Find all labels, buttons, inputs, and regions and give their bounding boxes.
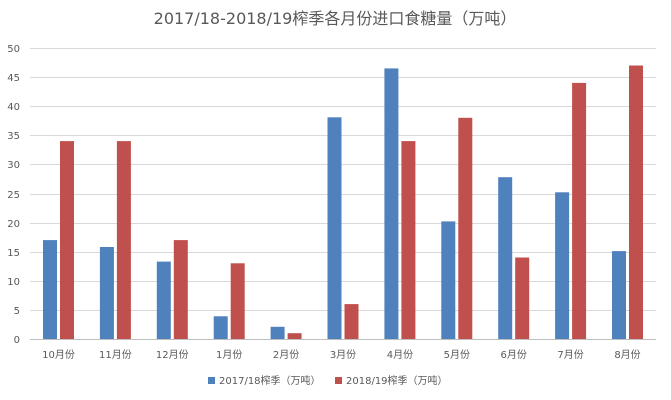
bar-series2: [230, 263, 245, 339]
bar-series1: [43, 240, 57, 339]
bars: [43, 65, 643, 340]
x-tick-label: 10月份: [42, 349, 75, 361]
x-tick-label: 6月份: [501, 349, 527, 361]
bar-series1: [555, 192, 570, 339]
y-tick-label: 15: [7, 248, 20, 259]
x-tick-label: 8月份: [614, 349, 640, 361]
x-tick-label: 4月份: [387, 349, 413, 361]
bar-series2: [116, 141, 131, 339]
x-tick-label: 11月份: [99, 349, 132, 361]
x-tick-label: 2月份: [273, 349, 299, 361]
x-axis-tick-labels: 10月份 11月份 12月份 1月份 2月份 3月份 4月份 5月份 6月份 7月份 8月份: [42, 349, 641, 361]
legend-label: 2017/18榨季（万吨）: [219, 374, 321, 387]
bar-series2: [572, 82, 587, 340]
legend-swatch: [208, 377, 215, 384]
x-tick-label: 3月份: [330, 349, 356, 361]
bar-series2: [515, 257, 530, 339]
y-tick-label: 30: [7, 160, 20, 171]
bar-series1: [612, 251, 626, 339]
x-tick-label: 1月份: [216, 349, 242, 361]
y-tick-label: 35: [7, 131, 20, 142]
bar-series1: [498, 177, 513, 339]
bar-series2: [344, 304, 359, 339]
x-tick-label: 12月份: [156, 349, 189, 361]
chart-title: 2017/18-2018/19榨季各月份进口食糖量（万吨）: [154, 9, 517, 28]
legend-label: 2018/19榨季（万吨）: [346, 374, 448, 387]
y-axis-tick-labels: 0 5 10 15 20 25 30 35 40 45 50: [7, 44, 20, 346]
legend: 2017/18榨季（万吨） 2018/19榨季（万吨）: [208, 374, 448, 387]
bar-series1: [441, 221, 456, 339]
bar-series2: [60, 141, 74, 339]
y-tick-label: 25: [7, 190, 20, 201]
y-tick-label: 20: [7, 219, 20, 230]
bar-series2: [629, 65, 643, 339]
bar-series2: [458, 117, 473, 339]
bar-series1: [270, 326, 285, 339]
bar-series2: [173, 240, 188, 339]
y-tick-label: 45: [7, 73, 20, 84]
y-tick-label: 0: [14, 335, 20, 346]
x-tick-label: 5月份: [444, 349, 470, 361]
bar-series1: [384, 68, 399, 340]
gridlines: [30, 48, 656, 311]
y-tick-label: 5: [14, 306, 20, 317]
bar-series2: [287, 333, 302, 339]
y-tick-label: 50: [7, 44, 20, 55]
bar-series1: [213, 316, 228, 339]
bar-series2: [401, 141, 416, 339]
legend-swatch: [335, 377, 342, 384]
bar-series1: [99, 247, 114, 339]
bar-series1: [156, 261, 171, 339]
y-tick-label: 40: [7, 102, 20, 113]
bar-series1: [327, 117, 342, 339]
y-tick-label: 10: [7, 277, 20, 288]
x-tick-label: 7月份: [557, 349, 583, 361]
